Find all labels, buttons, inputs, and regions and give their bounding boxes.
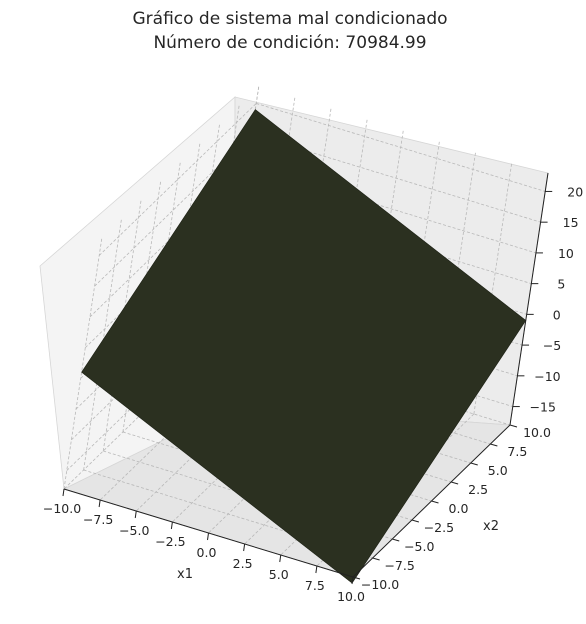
x1-tick-label: −2.5: [155, 534, 185, 549]
z-tick-label: −15: [530, 400, 556, 415]
x1-tick-mark: [62, 488, 65, 497]
z-tick-label: 10: [558, 246, 574, 261]
x2-axis-label: x2: [483, 519, 499, 534]
z-tick-label: −5: [543, 338, 561, 353]
x1-tick-label: 0.0: [197, 545, 217, 560]
x2-tick-label: −7.5: [384, 558, 414, 573]
grid-line-z: [256, 103, 546, 192]
z-axis-line: [509, 172, 549, 426]
x2-tick-label: 0.0: [449, 501, 469, 516]
z-tick-label: 5: [557, 277, 565, 292]
x2-tick-mark: [411, 519, 420, 523]
z-tick-label: 0: [553, 307, 561, 322]
x2-tick-mark: [450, 481, 459, 485]
x2-tick-label: 7.5: [507, 444, 527, 459]
x1-tick-mark: [351, 576, 354, 585]
x2-tick-label: −2.5: [424, 520, 454, 535]
x2-tick-label: −10.0: [361, 577, 399, 592]
x1-tick-label: 5.0: [269, 567, 289, 582]
x1-tick-mark: [243, 543, 246, 552]
ticks: −10.0−7.5−5.0−2.50.02.55.07.510.0−10.0−7…: [43, 184, 583, 604]
z-tick-label: −10: [534, 369, 560, 384]
chart-subtitle: Número de condición: 70984.99: [153, 33, 426, 53]
x2-tick-mark: [392, 538, 400, 542]
x2-tick-mark: [431, 500, 439, 504]
x1-axis-label: x1: [177, 567, 193, 582]
chart-title: Gráfico de sistema mal condicionado: [132, 9, 447, 29]
x1-tick-mark: [207, 532, 209, 541]
grid-line-y: [63, 236, 103, 490]
x2-tick-label: −5.0: [404, 539, 434, 554]
x2-tick-mark: [490, 443, 498, 447]
x1-tick-mark: [315, 565, 318, 574]
x1-tick-mark: [170, 521, 173, 530]
x2-tick-mark: [352, 576, 361, 580]
z-tick-label: 20: [567, 184, 583, 199]
x2-tick-mark: [470, 462, 478, 466]
x1-tick-label: 7.5: [305, 578, 325, 593]
x1-tick-mark: [134, 510, 137, 519]
x1-tick-label: 2.5: [233, 556, 253, 571]
x1-tick-label: −10.0: [43, 501, 81, 516]
x1-tick-label: −7.5: [83, 512, 113, 527]
grid-line-z: [98, 103, 257, 256]
x1-tick-label: −5.0: [119, 523, 149, 538]
x2-tick-label: 10.0: [523, 425, 551, 440]
x2-tick-mark: [372, 557, 380, 561]
x1-tick-label: 10.0: [337, 589, 365, 604]
x1-tick-mark: [279, 554, 282, 563]
x2-tick-label: 5.0: [488, 463, 508, 478]
x2-tick-label: 2.5: [468, 482, 488, 497]
x1-tick-mark: [98, 499, 101, 508]
z-tick-label: 15: [563, 215, 579, 230]
x2-tick-mark: [509, 424, 518, 428]
